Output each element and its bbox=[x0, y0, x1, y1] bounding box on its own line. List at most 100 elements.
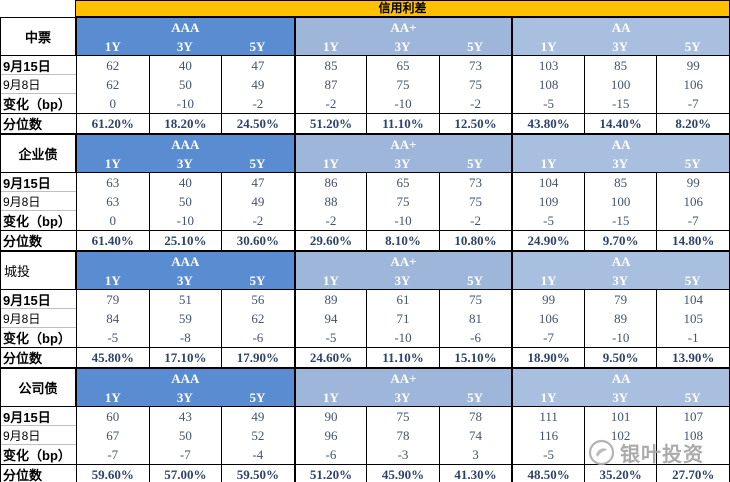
tenor-header: 1Y bbox=[293, 389, 367, 407]
spread-cell: 89 bbox=[583, 309, 657, 328]
spread-cell: 90 bbox=[293, 407, 367, 426]
spread-cell: 63 bbox=[76, 173, 149, 192]
spread-cell: 84 bbox=[76, 309, 149, 328]
spread-cell: 3 bbox=[438, 445, 512, 464]
spread-cell: 11.10% bbox=[366, 113, 439, 133]
rating-header: AAA bbox=[76, 252, 294, 272]
spread-cell: 86 bbox=[293, 173, 367, 192]
rating-header: AA+ bbox=[293, 252, 512, 272]
spread-cell: 51.20% bbox=[293, 113, 367, 133]
tenor-header: 1Y bbox=[76, 389, 149, 407]
spread-cell: -10 bbox=[366, 211, 439, 230]
spread-cell: 14.40% bbox=[583, 113, 657, 133]
row-label: 9月8日 bbox=[1, 309, 76, 328]
spread-cell: 101 bbox=[583, 407, 657, 426]
section-name: 城投 bbox=[1, 252, 76, 290]
row-label: 变化（bp） bbox=[3, 331, 71, 346]
spread-cell: 12.50% bbox=[438, 113, 512, 133]
spread-cell: 89 bbox=[293, 290, 367, 309]
spread-cell: 87 bbox=[293, 75, 367, 94]
rating-header: AA bbox=[511, 369, 729, 389]
row-label: 分位数 bbox=[1, 230, 76, 250]
spread-cell bbox=[583, 445, 657, 464]
spread-cell: 14.80% bbox=[656, 230, 729, 250]
tenor-header: 5Y bbox=[438, 155, 512, 173]
spread-cell: 15.10% bbox=[438, 347, 512, 367]
spread-cell: 47 bbox=[221, 56, 294, 75]
tenor-header: 5Y bbox=[656, 272, 729, 290]
spread-cell: 75 bbox=[438, 290, 512, 309]
tenor-header: 3Y bbox=[583, 38, 657, 56]
spread-cell: -10 bbox=[366, 94, 439, 113]
spread-cell: 107 bbox=[656, 407, 729, 426]
spread-cell: 71 bbox=[366, 309, 439, 328]
tenor-header: 1Y bbox=[511, 155, 584, 173]
tenor-header: 1Y bbox=[511, 38, 584, 56]
spread-cell: 104 bbox=[656, 290, 729, 309]
tenor-header: 5Y bbox=[221, 38, 294, 56]
spread-cell: 51.20% bbox=[293, 464, 367, 482]
spread-cell: 99 bbox=[656, 56, 729, 75]
spread-cell: 49 bbox=[221, 407, 294, 426]
spread-cell: 74 bbox=[438, 426, 512, 445]
spread-cell: 99 bbox=[656, 173, 729, 192]
spread-cell: -10 bbox=[366, 328, 439, 347]
row-label: 9月15日 bbox=[1, 56, 76, 75]
rating-header: AA bbox=[511, 135, 729, 155]
row-label: 分位数 bbox=[1, 113, 76, 133]
section-企业债: 企业债 AAA AA+ AA 1Y 3Y 5Y 1Y 3Y 5Y 1Y 3Y 5Y 9月15日 63 40 47… bbox=[0, 135, 730, 252]
spread-cell: -5 bbox=[76, 328, 149, 347]
spread-cell: 30.60% bbox=[221, 230, 294, 250]
section-grid: 公司债 AAA AA+ AA 1Y 3Y 5Y 1Y 3Y 5Y 1Y 3Y 5Y 9月15日 60 43 49… bbox=[1, 369, 729, 482]
spread-cell: -2 bbox=[293, 211, 367, 230]
row-label: 变化（bp） bbox=[3, 97, 71, 112]
tenor-header: 3Y bbox=[366, 389, 439, 407]
spread-cell: 9.50% bbox=[583, 347, 657, 367]
spread-cell: 0 bbox=[76, 211, 149, 230]
rating-header: AA+ bbox=[293, 369, 512, 389]
tenor-header: 1Y bbox=[293, 272, 367, 290]
spread-cell: -7 bbox=[511, 328, 584, 347]
spread-cell: -6 bbox=[438, 328, 512, 347]
spread-cell: 88 bbox=[293, 192, 367, 211]
spread-cell: 35.20% bbox=[583, 464, 657, 482]
spread-cell: -3 bbox=[366, 445, 439, 464]
title-row: 信用利差 bbox=[0, 0, 730, 18]
tenor-header: 3Y bbox=[148, 38, 222, 56]
spread-cell: 78 bbox=[438, 407, 512, 426]
spread-cell: 61.40% bbox=[76, 230, 149, 250]
spread-cell: 51 bbox=[148, 290, 222, 309]
spread-cell: 57.00% bbox=[148, 464, 222, 482]
spread-cell: 41.30% bbox=[438, 464, 512, 482]
spread-cell: 8.20% bbox=[656, 113, 729, 133]
spread-cell: 52 bbox=[221, 426, 294, 445]
row-label: 9月15日 bbox=[1, 290, 76, 309]
spread-cell: 106 bbox=[656, 192, 729, 211]
tenor-header: 1Y bbox=[293, 155, 367, 173]
spread-cell bbox=[656, 445, 729, 464]
spread-cell: 85 bbox=[583, 56, 657, 75]
rating-header: AA+ bbox=[293, 18, 512, 38]
section-name: 中票 bbox=[1, 18, 76, 56]
spread-cell: 48.50% bbox=[511, 464, 584, 482]
spread-cell: 45.90% bbox=[366, 464, 439, 482]
tenor-header: 1Y bbox=[293, 38, 367, 56]
row-label: 变化（bp） bbox=[3, 214, 71, 229]
spread-cell: 43 bbox=[148, 407, 222, 426]
tenor-header: 3Y bbox=[583, 155, 657, 173]
spread-cell: 106 bbox=[511, 309, 584, 328]
spread-cell: 8.10% bbox=[366, 230, 439, 250]
spread-cell: 105 bbox=[656, 309, 729, 328]
row-label: 分位数 bbox=[1, 347, 76, 367]
spread-cell: -15 bbox=[583, 94, 657, 113]
spread-cell: 94 bbox=[293, 309, 367, 328]
sections-container: 中票 AAA AA+ AA 1Y 3Y 5Y 1Y 3Y 5Y 1Y 3Y 5Y 9月15日 62 40 47 8… bbox=[0, 18, 730, 482]
rating-header: AA+ bbox=[293, 135, 512, 155]
section-name: 企业债 bbox=[1, 135, 76, 173]
spread-cell: 108 bbox=[656, 426, 729, 445]
spread-cell: 79 bbox=[583, 290, 657, 309]
spread-cell: -7 bbox=[148, 445, 222, 464]
spread-cell: -10 bbox=[148, 211, 222, 230]
spread-cell: 73 bbox=[438, 56, 512, 75]
